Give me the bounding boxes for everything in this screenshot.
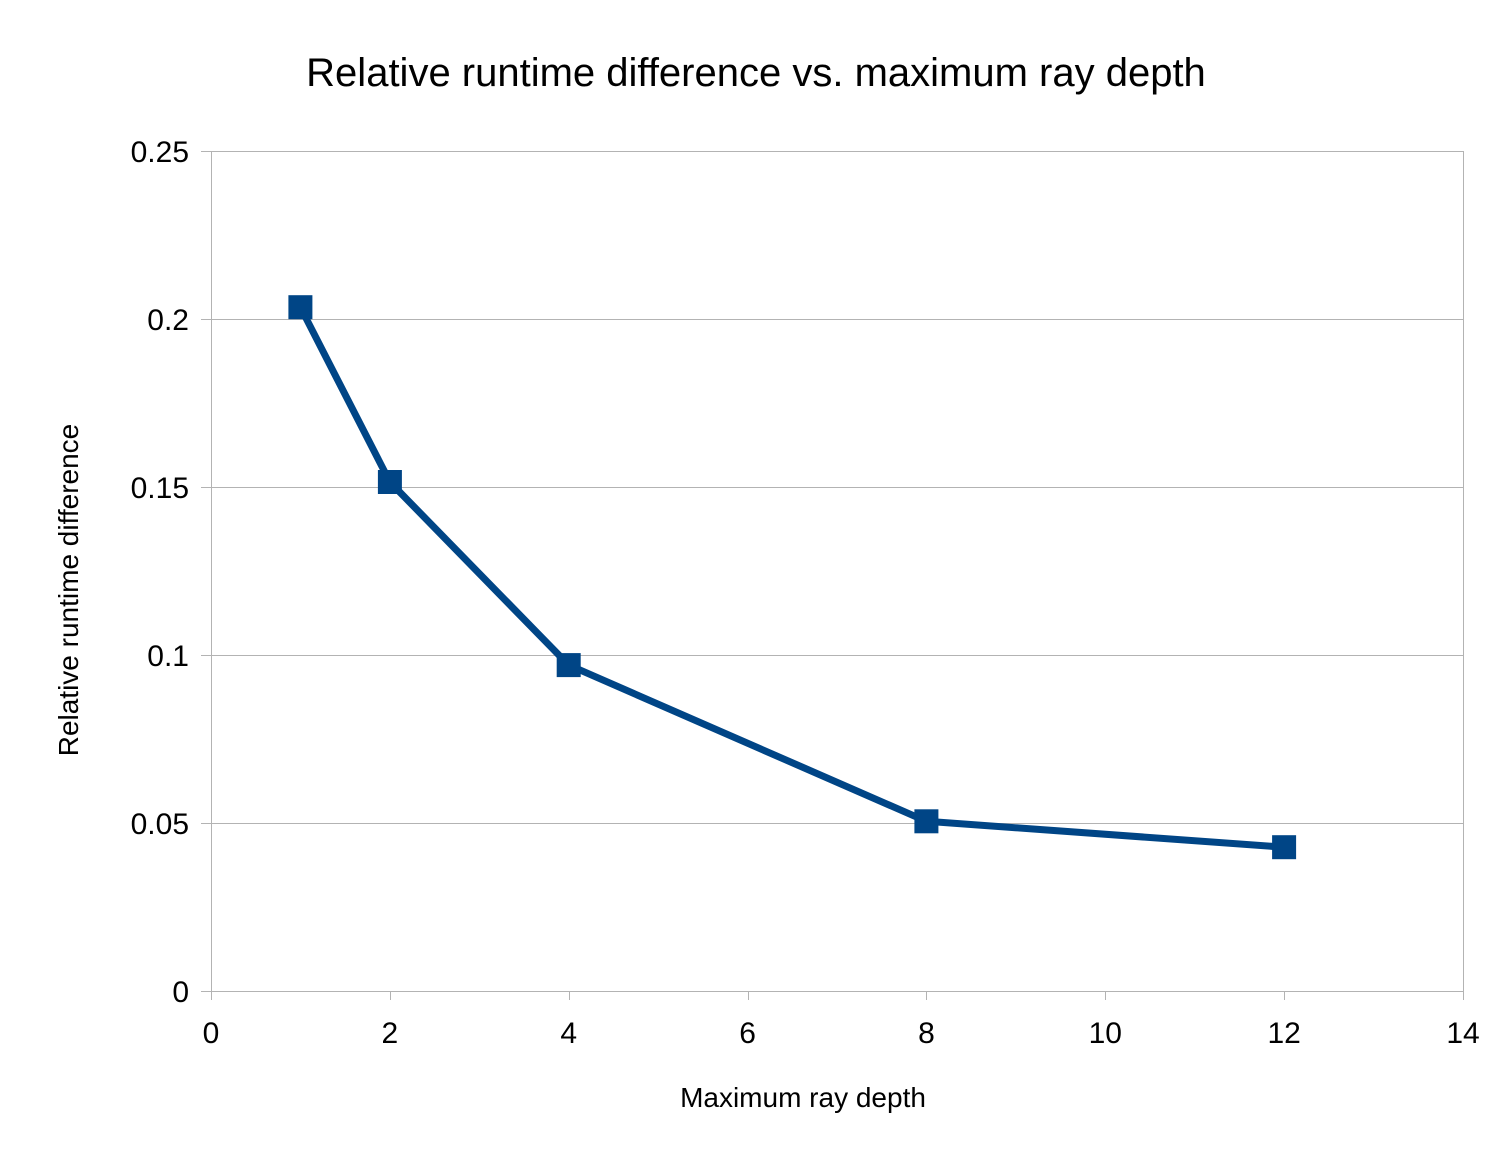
x-tick-label: 14 (1446, 1017, 1479, 1050)
y-tick-label: 0.1 (147, 640, 189, 673)
data-point-marker (1272, 835, 1297, 860)
x-tick-label: 4 (560, 1017, 577, 1050)
x-axis-label: Maximum ray depth (680, 1082, 926, 1113)
data-series (288, 295, 1297, 860)
data-point-marker (914, 809, 939, 834)
y-tick-label: 0.25 (131, 136, 189, 169)
x-tick-label: 8 (918, 1017, 935, 1050)
chart-title: Relative runtime difference vs. maximum … (306, 51, 1206, 95)
x-tick-label: 0 (203, 1017, 220, 1050)
y-tick-label: 0.15 (131, 472, 189, 505)
y-axis-label: Relative runtime difference (53, 423, 84, 757)
x-tick-label: 6 (739, 1017, 756, 1050)
x-tick-label: 12 (1267, 1017, 1300, 1050)
data-point-marker (288, 295, 313, 320)
series-line (296, 303, 1288, 851)
x-tick-label: 10 (1089, 1017, 1122, 1050)
data-point-marker (556, 653, 581, 678)
data-point-marker (377, 470, 402, 494)
y-tick-label: 0.2 (147, 304, 189, 337)
y-tick-label: 0.05 (131, 808, 189, 841)
y-tick-label: 0 (172, 976, 189, 1009)
tick-labels: 0 0.05 0.1 0.15 0.2 0.25 0 2 4 6 8 10 12 14 (131, 136, 1480, 1050)
axes (201, 151, 1464, 1000)
x-tick-label: 2 (382, 1017, 399, 1050)
grid-lines (211, 151, 1463, 824)
